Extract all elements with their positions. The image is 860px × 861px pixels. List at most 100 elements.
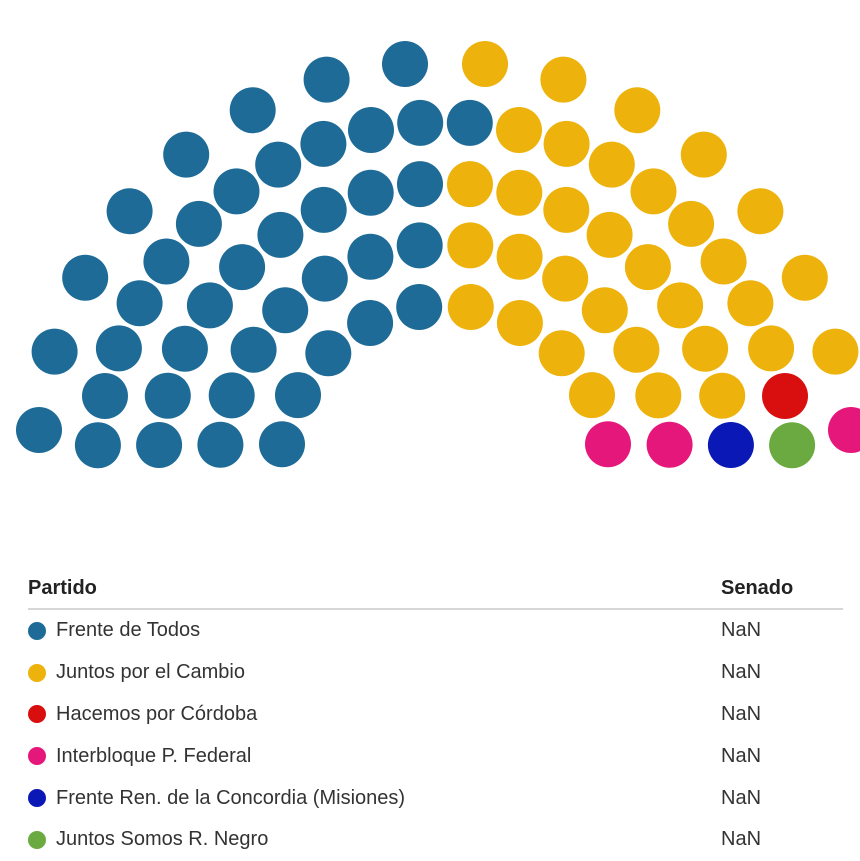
seat-dot	[614, 87, 661, 134]
seat-dot	[163, 131, 210, 178]
seat-dot	[275, 372, 321, 419]
table-row: Frente Ren. de la Concordia (Misiones) N…	[28, 777, 843, 819]
senado-value: NaN	[721, 619, 762, 642]
seat-dot	[700, 238, 747, 285]
seat-dot	[301, 255, 348, 302]
senado-value: NaN	[721, 786, 762, 809]
seat-dot	[540, 56, 587, 103]
seat-dot	[727, 280, 774, 327]
seat-dot	[680, 131, 727, 178]
table-row: Interbloque P. Federal NaN	[28, 735, 843, 777]
seat-dot	[161, 325, 208, 372]
party-name: Frente Ren. de la Concordia (Misiones)	[56, 786, 406, 809]
seat-dot	[348, 107, 394, 153]
seat-dot	[208, 372, 255, 419]
table-row: Frente de Todos NaN	[28, 610, 843, 652]
seat-dot	[781, 254, 828, 301]
seat-dot	[230, 326, 277, 373]
seat-dot	[585, 421, 631, 468]
seat-dot	[624, 244, 671, 291]
seat-dot	[300, 120, 347, 167]
seat-dot	[586, 211, 633, 258]
seat-dot	[769, 422, 816, 469]
seat-dot	[635, 372, 682, 419]
seat-dot	[82, 373, 128, 419]
seat-dot	[543, 186, 590, 233]
table-row: Juntos Somos R. Negro NaN	[28, 819, 843, 861]
seat-dot	[447, 161, 493, 208]
header-senado: Senado	[721, 576, 794, 599]
party-name: Hacemos por Córdoba	[56, 702, 258, 725]
seat-dot	[668, 200, 715, 247]
seat-dot	[262, 287, 309, 334]
seat-dot	[447, 284, 494, 330]
party-color-dot	[28, 830, 46, 849]
seat-dot	[303, 56, 350, 103]
party-table: Partido Senado Frente de Todos NaN Junto…	[28, 568, 843, 861]
seat-dot	[257, 211, 304, 258]
seat-dot	[543, 120, 590, 167]
senado-value: NaN	[721, 702, 762, 725]
seat-dot	[569, 372, 615, 419]
seat-dot	[347, 300, 394, 346]
seat-dot	[538, 330, 585, 377]
seat-dot	[542, 255, 589, 302]
seat-dot	[347, 233, 394, 280]
parliament-chart	[16, 41, 860, 469]
seat-dot	[300, 186, 347, 233]
seat-dot	[186, 282, 233, 329]
senado-value: NaN	[721, 744, 762, 767]
seat-dot	[682, 325, 729, 372]
seat-dot	[447, 222, 494, 269]
seat-dot	[143, 238, 190, 285]
seat-dot	[812, 328, 859, 375]
seat-dot	[175, 200, 222, 247]
seat-dot	[31, 328, 78, 375]
party-color-dot	[28, 747, 46, 766]
seat-dot	[255, 141, 302, 188]
seat-dot	[496, 233, 543, 280]
party-name: Juntos Somos R. Negro	[56, 828, 269, 851]
seat-dot	[496, 169, 543, 216]
seat-dot	[74, 422, 121, 469]
seat-dot	[397, 161, 443, 208]
seat-dot	[213, 168, 260, 215]
seat-dot	[828, 407, 860, 453]
header-party: Partido	[28, 576, 97, 599]
seat-dot	[630, 168, 677, 215]
party-name: Juntos por el Cambio	[56, 661, 245, 684]
seat-dot	[762, 373, 808, 419]
party-color-dot	[28, 789, 46, 808]
seat-dot	[748, 325, 795, 372]
table-row: Juntos por el Cambio NaN	[28, 652, 843, 694]
seat-dot	[613, 326, 660, 373]
seat-dot	[646, 421, 693, 468]
seat-dot	[95, 325, 142, 372]
seat-dot	[106, 188, 153, 235]
seat-dot	[588, 141, 635, 188]
seat-dot	[305, 330, 352, 377]
seat-dot	[229, 87, 276, 134]
seat-dot	[16, 407, 62, 453]
seat-dot	[396, 284, 443, 330]
seat-dot	[197, 421, 244, 468]
seat-dot	[347, 169, 394, 216]
seat-dot	[699, 372, 746, 419]
seat-dot	[116, 280, 163, 327]
seat-dot	[496, 300, 543, 346]
seat-dot	[581, 287, 628, 334]
party-color-dot	[28, 705, 46, 724]
senado-value: NaN	[721, 661, 762, 684]
party-name: Frente de Todos	[56, 619, 201, 642]
seat-dot	[259, 421, 305, 468]
party-color-dot	[28, 621, 46, 640]
senado-value: NaN	[721, 828, 762, 851]
seat-dot	[446, 99, 493, 146]
party-name: Interbloque P. Federal	[56, 744, 252, 767]
seat-dot	[496, 107, 542, 153]
party-color-dot	[28, 663, 46, 682]
seat-dot	[707, 422, 754, 468]
table-row: Hacemos por Córdoba NaN	[28, 694, 843, 736]
seat-dot	[396, 222, 443, 269]
seat-dot	[397, 99, 444, 146]
